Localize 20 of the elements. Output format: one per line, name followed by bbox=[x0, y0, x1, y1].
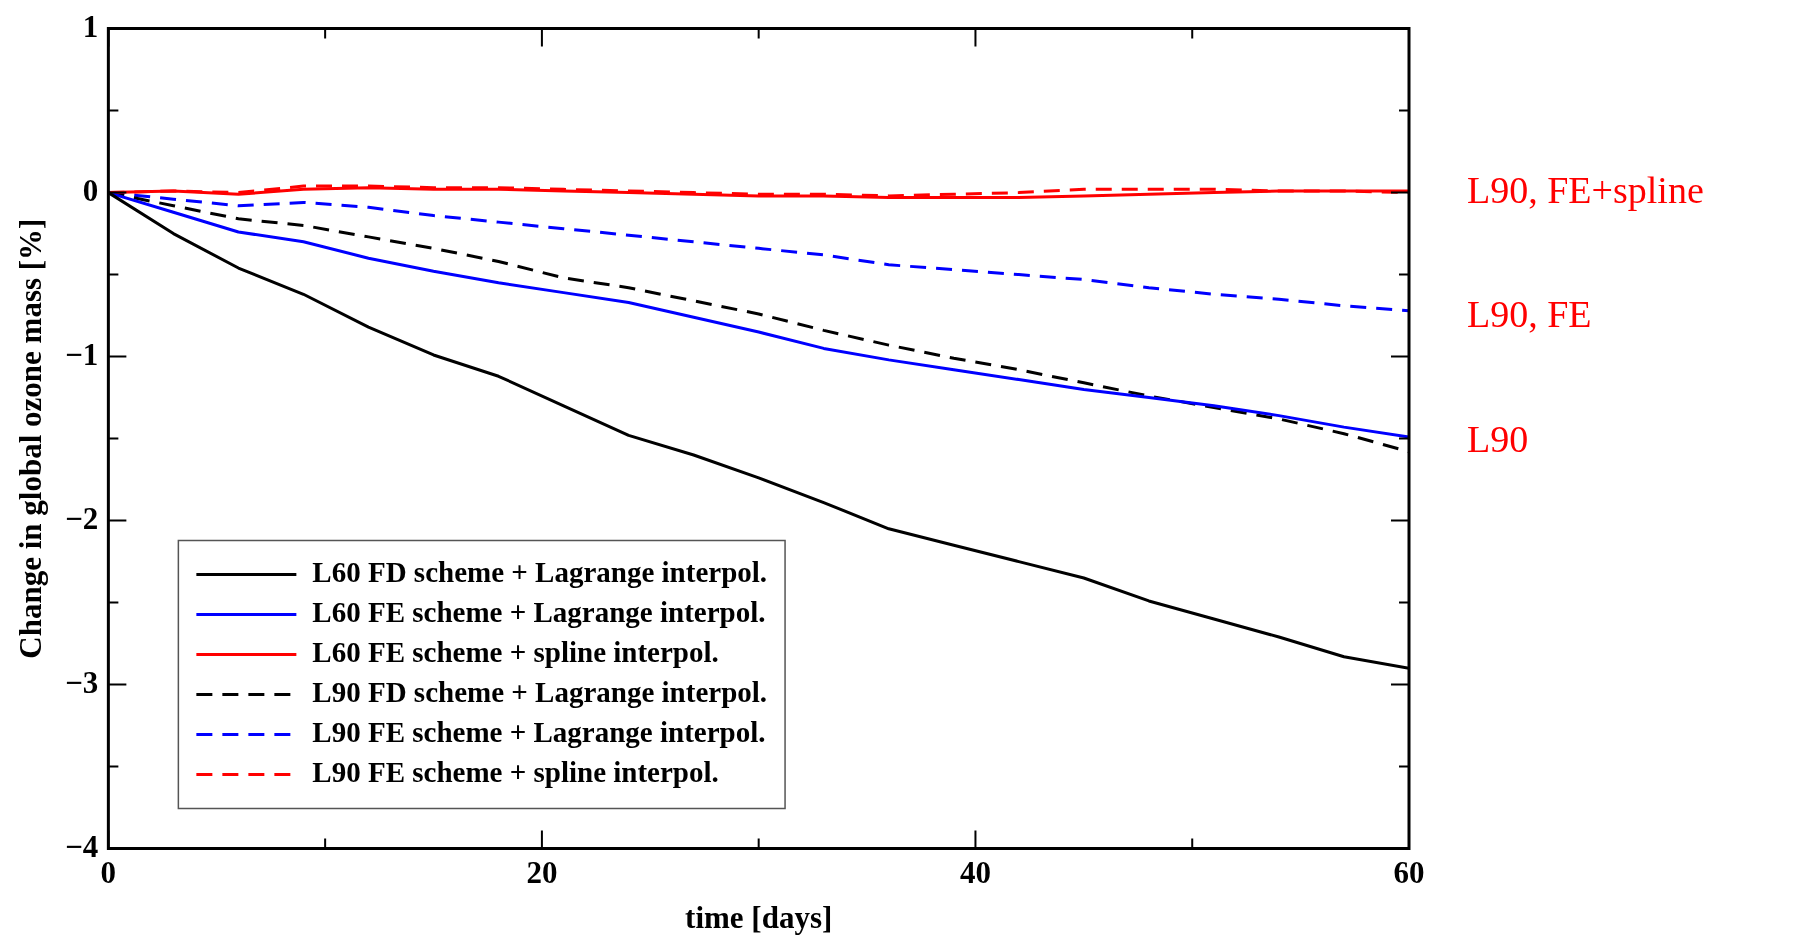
y-tick-label: 0 bbox=[82, 172, 99, 208]
x-tick-label: 20 bbox=[526, 855, 558, 891]
y-tick-label: −2 bbox=[65, 500, 99, 536]
text: L90 bbox=[1467, 417, 1529, 460]
y-axis-title: Change in global ozone mass [%] bbox=[12, 218, 48, 659]
x-tick-label: 40 bbox=[959, 855, 991, 891]
y-tick-label: 1 bbox=[82, 8, 99, 44]
legend-label: L60 FE scheme + spline interpol. bbox=[312, 636, 719, 669]
legend-label: L90 FE scheme + spline interpol. bbox=[312, 756, 719, 789]
text: L90, FE bbox=[1467, 293, 1592, 336]
legend-label: L90 FD scheme + Lagrange interpol. bbox=[312, 676, 768, 709]
legend-label: L60 FD scheme + Lagrange interpol. bbox=[312, 556, 768, 589]
y-tick-label: −3 bbox=[65, 664, 99, 700]
legend-label: L60 FE scheme + Lagrange interpol. bbox=[312, 596, 766, 629]
x-tick-label: 60 bbox=[1393, 855, 1425, 891]
text: L90, FE+spline bbox=[1467, 168, 1704, 211]
y-tick-label: −1 bbox=[65, 336, 99, 372]
x-axis-title: time [days] bbox=[685, 900, 833, 936]
y-tick-label: −4 bbox=[65, 828, 99, 864]
legend-label: L90 FE scheme + Lagrange interpol. bbox=[312, 716, 766, 749]
